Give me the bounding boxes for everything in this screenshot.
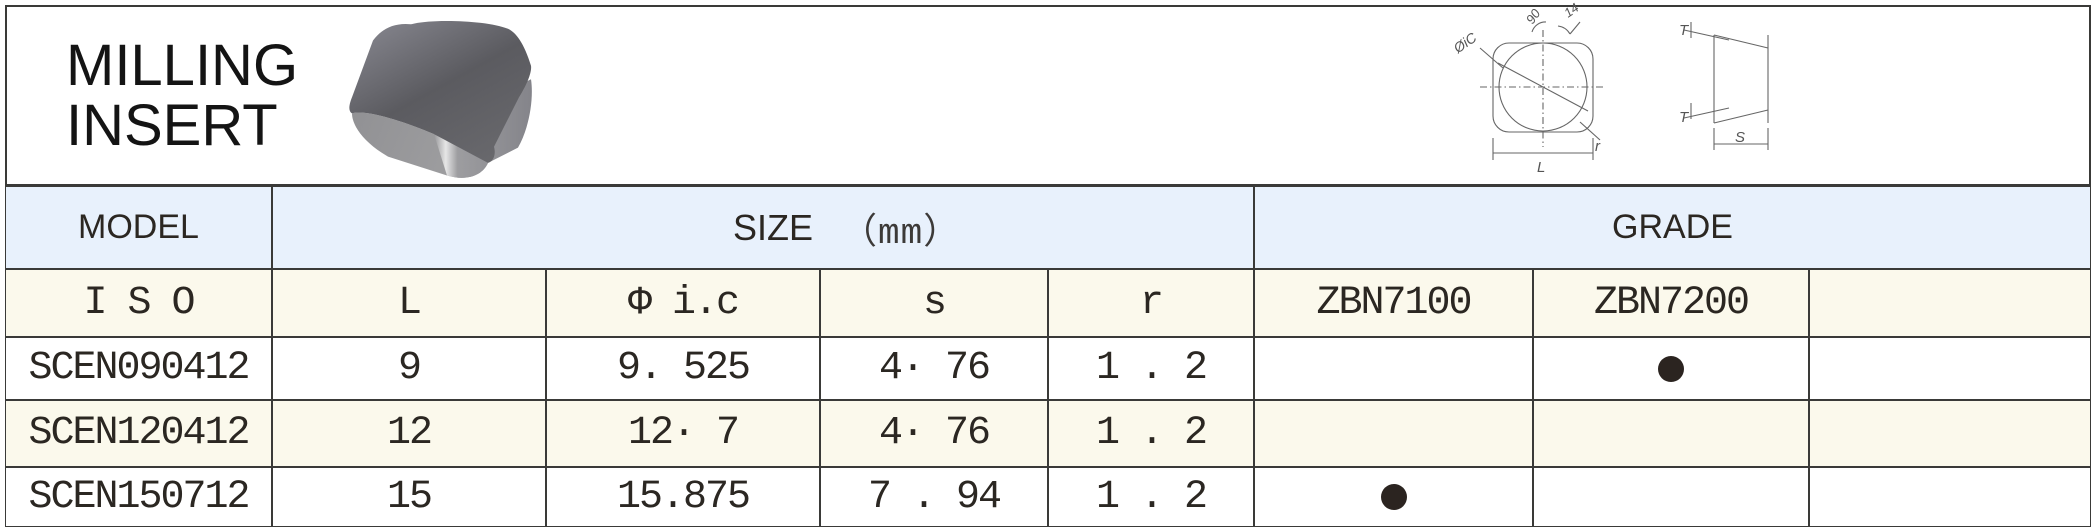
svg-text:14: 14 [1561, 0, 1581, 20]
svg-text:L: L [1537, 159, 1545, 176]
svg-text:ØiC: ØiC [1450, 29, 1480, 57]
svg-text:S: S [1735, 129, 1745, 146]
svg-text:90: 90 [1523, 6, 1544, 27]
svg-text:r: r [1595, 138, 1601, 155]
